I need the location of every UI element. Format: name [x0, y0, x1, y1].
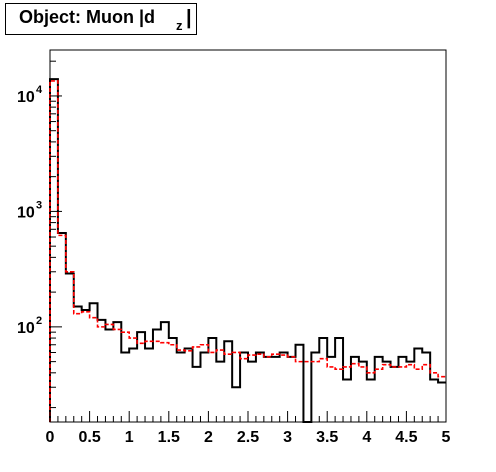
- y-tick-exponent: 3: [36, 199, 42, 211]
- chart-title-suffix: |: [186, 7, 192, 29]
- y-tick-base: 10: [17, 320, 35, 337]
- x-tick-label: 2: [204, 429, 213, 446]
- x-tick-label: 0: [46, 429, 55, 446]
- y-tick-label: 10 2: [17, 315, 42, 337]
- y-tick-base: 10: [17, 89, 35, 106]
- x-tick-label: 4.5: [395, 429, 417, 446]
- y-tick-label: 10 3: [17, 199, 42, 221]
- chart-title: Object: Muon |d: [19, 7, 156, 27]
- x-tick-label: 3.5: [316, 429, 338, 446]
- x-tick-label: 1: [125, 429, 134, 446]
- x-tick-label: 4: [362, 429, 371, 446]
- x-tick-label: 0.5: [78, 429, 100, 446]
- x-tick-label: 5: [442, 429, 451, 446]
- histogram-series-2: [49, 80, 446, 422]
- y-tick-exponent: 4: [36, 84, 43, 96]
- y-tick-label: 10 4: [17, 84, 43, 106]
- x-tick-label: 1.5: [158, 429, 180, 446]
- y-tick-base: 10: [17, 204, 35, 221]
- x-tick-label: 2.5: [237, 429, 259, 446]
- chart-title-box: Object: Muon |d z |: [5, 3, 197, 35]
- histogram-series-1: [49, 78, 446, 423]
- x-tick-label: 3: [283, 429, 292, 446]
- chart-title-subscript: z: [176, 18, 183, 33]
- plot-frame: [49, 49, 447, 423]
- y-tick-exponent: 2: [36, 315, 42, 327]
